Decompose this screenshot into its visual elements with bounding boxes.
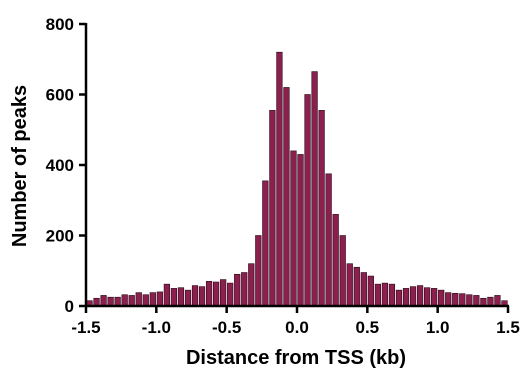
histogram-bar: [494, 295, 501, 307]
histogram-bar: [409, 286, 417, 307]
histogram-bar: [395, 289, 403, 307]
y-tick-label: 200: [46, 227, 74, 246]
histogram-bar: [452, 293, 459, 307]
histogram-bar: [487, 296, 494, 307]
x-axis-title: Distance from TSS (kb): [186, 347, 406, 369]
histogram-bar: [304, 94, 311, 307]
histogram-bar: [438, 289, 445, 307]
y-tick-label: 400: [46, 156, 74, 175]
histogram-bar: [142, 294, 149, 307]
x-tick-label: 1.5: [496, 318, 520, 337]
histogram-bar: [459, 293, 466, 307]
histogram-bar: [466, 294, 473, 307]
histogram-bar: [276, 51, 283, 307]
histogram-bar: [114, 296, 121, 307]
histogram-bar: [248, 263, 255, 307]
histogram-bar: [255, 235, 262, 307]
histogram-bar: [325, 173, 332, 307]
histogram-bar: [198, 286, 206, 307]
y-tick-label: 600: [46, 86, 74, 105]
histogram-bar: [184, 289, 192, 307]
histogram-bar: [381, 282, 389, 307]
x-tick-label: -0.5: [212, 318, 241, 337]
histogram-bar: [346, 263, 353, 307]
histogram-bar: [128, 295, 135, 307]
histogram-bar: [367, 275, 374, 307]
histogram-bar: [388, 283, 396, 307]
x-tick-label: -1.5: [71, 318, 100, 337]
histogram-bar: [191, 285, 199, 307]
histogram-bar: [374, 283, 382, 307]
histogram-bar: [100, 295, 107, 307]
histogram-bar: [163, 283, 171, 307]
histogram-bar: [177, 287, 185, 307]
histogram-bar: [107, 296, 114, 307]
histogram-bar: [170, 288, 178, 307]
x-tick-label: 1.0: [426, 318, 450, 337]
histogram-bar: [402, 288, 410, 307]
histogram-bar: [360, 272, 367, 307]
histogram-bar: [311, 71, 318, 307]
histogram-bar: [269, 110, 276, 307]
x-tick-label: -1.0: [142, 318, 171, 337]
x-tick-label: 0.0: [285, 318, 309, 337]
y-tick-label: 800: [46, 15, 74, 34]
histogram-bar: [149, 292, 156, 307]
histogram-bar: [135, 292, 142, 307]
histogram-bar: [290, 150, 297, 307]
histogram-bar: [234, 273, 241, 307]
histogram-bar: [318, 110, 325, 307]
histogram-bar: [416, 285, 424, 307]
histogram-bar: [431, 288, 438, 307]
histogram-bar: [121, 294, 128, 307]
histogram-bar: [473, 295, 480, 307]
bars-group: [86, 51, 508, 307]
x-tick-label: 0.5: [356, 318, 380, 337]
x-axis: -1.5 -1.0 -0.5 0.0 0.5 1.0 1.5: [71, 304, 520, 337]
histogram-bar: [283, 87, 290, 307]
histogram-bar: [156, 291, 163, 307]
histogram-bar: [241, 272, 248, 307]
histogram-bar: [213, 281, 220, 307]
histogram-bar: [220, 279, 227, 307]
histogram-bar: [205, 281, 213, 307]
y-tick-label: 0: [65, 297, 74, 316]
histogram-bar: [297, 154, 304, 307]
y-axis: 0 200 400 600 800: [46, 15, 88, 316]
histogram-bar: [332, 214, 339, 307]
histogram-bar: [445, 292, 452, 307]
histogram-bar: [227, 282, 234, 307]
histogram-bar: [423, 287, 431, 307]
y-axis-title: Number of peaks: [9, 85, 31, 247]
histogram-bar: [339, 235, 346, 307]
histogram-bar: [353, 266, 360, 307]
histogram-bar: [262, 180, 269, 307]
